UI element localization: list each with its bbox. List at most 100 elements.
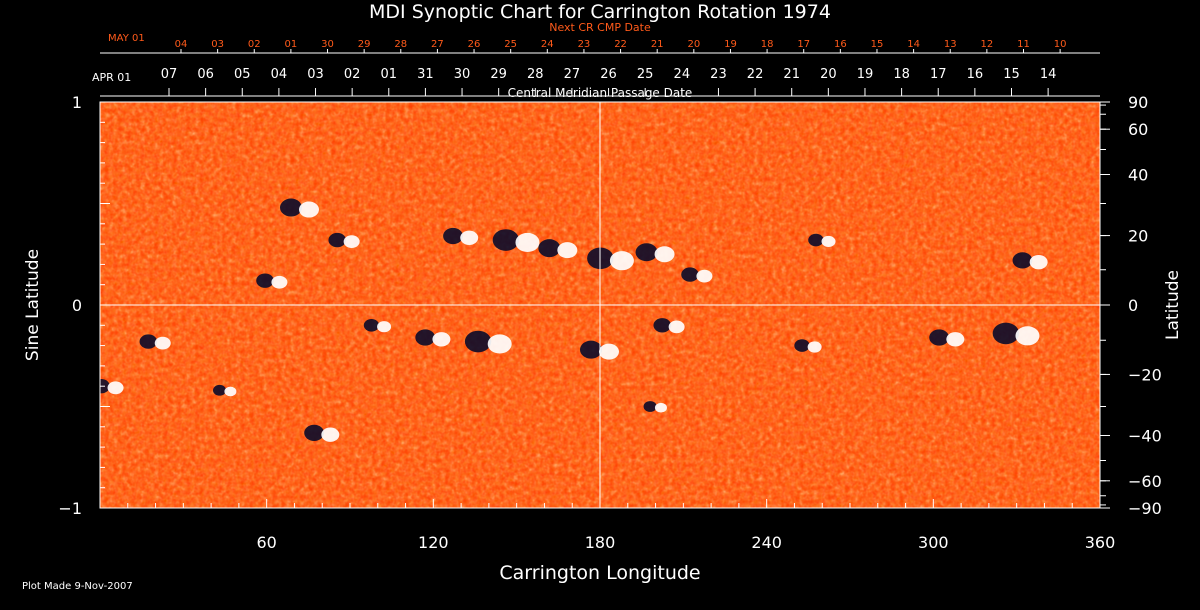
next-cmp-date-label: 13 bbox=[944, 39, 957, 50]
active-region-positive bbox=[946, 332, 965, 347]
x-tick-label: 300 bbox=[918, 533, 949, 552]
active-region-positive bbox=[654, 402, 667, 413]
next-cmp-date-label: 01 bbox=[285, 39, 298, 50]
cmp-date-label: 15 bbox=[1003, 67, 1020, 82]
active-region-positive bbox=[487, 334, 512, 354]
active-region-positive bbox=[460, 230, 479, 245]
next-cmp-date-label: 19 bbox=[724, 39, 737, 50]
cmp-date-label: 30 bbox=[454, 67, 471, 82]
right-tick-label: −40 bbox=[1128, 426, 1162, 445]
active-region-positive bbox=[557, 242, 578, 259]
next-cmp-date-label: 29 bbox=[358, 39, 371, 50]
next-cmp-date-label: 14 bbox=[907, 39, 920, 50]
active-region-positive bbox=[668, 320, 685, 334]
active-region-negative bbox=[653, 318, 672, 333]
active-region-positive bbox=[271, 275, 288, 289]
cmp-date-label: 14 bbox=[1040, 67, 1057, 82]
cmp-date-label: 28 bbox=[527, 67, 544, 82]
active-region-positive bbox=[821, 235, 836, 248]
active-region-positive bbox=[807, 341, 822, 353]
cmp-date-label: 23 bbox=[710, 67, 727, 82]
cmp-date-label: 24 bbox=[674, 67, 691, 82]
cmp-date-label: 05 bbox=[234, 67, 251, 82]
active-region-positive bbox=[1029, 254, 1048, 270]
next-cmp-date-label: 15 bbox=[871, 39, 884, 50]
active-region-negative bbox=[992, 322, 1020, 345]
cmp-date-label: 20 bbox=[820, 67, 837, 82]
next-cmp-date-label: 03 bbox=[211, 39, 224, 50]
active-region-positive bbox=[321, 427, 340, 442]
next-cmp-date-label: 20 bbox=[687, 39, 700, 50]
chart-title: MDI Synoptic Chart for Carrington Rotati… bbox=[369, 1, 831, 23]
active-region-negative bbox=[328, 232, 347, 248]
cmp-date-label: 04 bbox=[271, 67, 288, 82]
active-region-positive bbox=[599, 343, 619, 360]
next-cmp-date-label: 04 bbox=[175, 39, 188, 50]
cmp-date-label: 16 bbox=[967, 67, 984, 82]
next-cmp-date-label: 12 bbox=[980, 39, 993, 50]
cmp-date-label: 07 bbox=[161, 67, 178, 82]
right-tick-label: 60 bbox=[1128, 120, 1148, 139]
next-cmp-date-label: 25 bbox=[504, 39, 517, 50]
active-region-positive bbox=[107, 381, 124, 395]
x-axis-label: Carrington Longitude bbox=[499, 562, 701, 584]
cmp-date-label: 19 bbox=[857, 67, 874, 82]
cmp-date-label: 31 bbox=[417, 67, 434, 82]
active-region-positive bbox=[224, 386, 237, 397]
cmp-date-label: 18 bbox=[893, 67, 910, 82]
next-cmp-date-label: 16 bbox=[834, 39, 847, 50]
right-tick-label: −60 bbox=[1128, 472, 1162, 491]
right-tick-label: −90 bbox=[1128, 499, 1162, 518]
cmp-date-label: 02 bbox=[344, 67, 361, 82]
cmp-date-label: 01 bbox=[381, 67, 398, 82]
plot-made-note: Plot Made 9-Nov-2007 bbox=[22, 581, 133, 592]
next-cmp-date-label: 02 bbox=[248, 39, 261, 50]
active-region-negative bbox=[635, 243, 658, 262]
x-tick-label: 180 bbox=[585, 533, 616, 552]
active-region-negative bbox=[213, 384, 227, 396]
cmp-date-label: 22 bbox=[747, 67, 764, 82]
next-cmp-date-label: 24 bbox=[541, 39, 554, 50]
next-cmp-date-label: 23 bbox=[578, 39, 591, 50]
cmp-first-label: APR 01 bbox=[92, 71, 131, 84]
cmp-date-label: 25 bbox=[637, 67, 654, 82]
cmp-date-label: 26 bbox=[600, 67, 617, 82]
active-region-negative bbox=[681, 267, 699, 282]
next-first-label: MAY 01 bbox=[108, 33, 145, 44]
active-region-positive bbox=[299, 201, 319, 218]
cmp-date-label: 03 bbox=[307, 67, 324, 82]
right-tick-label: −20 bbox=[1128, 365, 1162, 384]
right-tick-label: 40 bbox=[1128, 166, 1148, 185]
active-region-positive bbox=[609, 251, 634, 271]
next-cmp-date-label: 18 bbox=[761, 39, 774, 50]
next-cmp-date-label: 30 bbox=[321, 39, 334, 50]
next-cmp-date-label: 10 bbox=[1054, 39, 1067, 50]
active-region-negative bbox=[443, 227, 463, 245]
x-tick-label: 240 bbox=[751, 533, 782, 552]
active-region-negative bbox=[538, 239, 561, 258]
right-tick-label: 90 bbox=[1128, 93, 1148, 112]
cmp-date-label: 27 bbox=[564, 67, 581, 82]
active-region-positive bbox=[654, 246, 675, 263]
right-tick-label: 0 bbox=[1128, 296, 1138, 315]
x-tick-label: 120 bbox=[418, 533, 449, 552]
next-cmp-date-label: 11 bbox=[1017, 39, 1030, 50]
active-region-negative bbox=[643, 401, 657, 412]
active-region-positive bbox=[154, 336, 171, 350]
right-tick-label: 20 bbox=[1128, 227, 1148, 246]
left-tick-label: 1 bbox=[72, 93, 82, 112]
active-region-negative bbox=[794, 339, 810, 352]
active-region-negative bbox=[808, 233, 824, 247]
active-region-negative bbox=[363, 319, 380, 332]
next-cmp-date-label: 17 bbox=[797, 39, 810, 50]
active-region-negative bbox=[929, 329, 950, 346]
next-cmp-date-label: 21 bbox=[651, 39, 664, 50]
next-cmp-date-label: 22 bbox=[614, 39, 627, 50]
active-region-negative bbox=[580, 340, 602, 359]
active-region-positive bbox=[377, 321, 392, 333]
active-region-positive bbox=[343, 235, 360, 249]
cmp-date-label: 29 bbox=[490, 67, 507, 82]
active-region-negative bbox=[464, 330, 492, 353]
x-tick-label: 360 bbox=[1085, 533, 1116, 552]
